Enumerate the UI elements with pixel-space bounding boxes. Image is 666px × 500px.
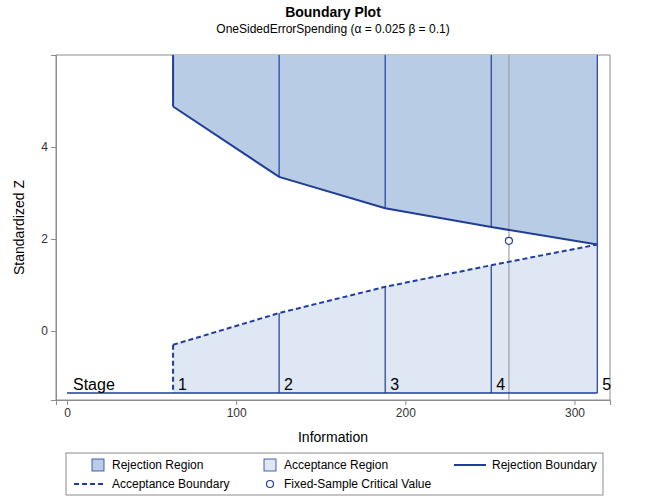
stage-number: 5 <box>602 376 611 393</box>
stage-baseline <box>67 392 597 394</box>
tick: 200 <box>396 400 416 420</box>
legend-marker <box>267 481 274 488</box>
stage-label: Stage <box>73 376 115 393</box>
tick-label: 300 <box>565 406 585 420</box>
legend-label: Rejection Boundary <box>492 458 597 472</box>
legend-line <box>74 483 106 485</box>
tick-mark <box>236 400 237 405</box>
tick: 100 <box>227 400 247 420</box>
legend-label: Acceptance Boundary <box>112 477 229 491</box>
legend-label: Fixed-Sample Critical Value <box>284 477 431 491</box>
tick-label: 4 <box>41 140 48 154</box>
stage-line-lower <box>385 287 386 393</box>
legend-swatch <box>92 459 104 471</box>
plot-area <box>67 55 597 400</box>
legend-label: Acceptance Region <box>284 458 388 472</box>
tick-label: 0 <box>41 324 48 338</box>
subtitle: OneSidedErrorSpending (α = 0.025 β = 0.1… <box>216 22 449 36</box>
y-axis: 0 2 4 <box>41 56 56 401</box>
stage-line-lower <box>279 313 280 393</box>
stage-number: 1 <box>178 376 187 393</box>
legend: Rejection Region Acceptance Region Rejecti… <box>66 453 603 495</box>
axis-line <box>51 56 57 401</box>
axis-line <box>57 401 611 406</box>
plot-frame <box>56 55 610 400</box>
tick-label: 200 <box>396 406 416 420</box>
fixed-sample-reference-line <box>508 55 509 400</box>
stage-number: 2 <box>284 376 293 393</box>
y-axis-title: Standardized Z <box>11 180 27 275</box>
stage-line-upper <box>597 55 598 245</box>
stage-line-upper <box>385 55 386 208</box>
title: Boundary Plot <box>285 4 381 20</box>
tick-mark <box>574 400 575 405</box>
tick-mark <box>51 147 56 148</box>
stage-number: 3 <box>390 376 399 393</box>
stage-number: 4 <box>496 376 505 393</box>
stage-line-upper <box>491 55 492 227</box>
stage-line-lower <box>597 245 598 393</box>
x-axis: 0 100 200 300 <box>57 400 611 420</box>
tick-label: 0 <box>64 406 71 420</box>
chart: Boundary Plot OneSidedErrorSpending (α = … <box>0 0 666 500</box>
fixed-sample-point <box>505 237 512 244</box>
tick: 2 <box>41 232 56 246</box>
tick-mark <box>67 400 68 405</box>
boundary-line <box>173 107 597 245</box>
tick-mark <box>51 331 56 332</box>
tick-mark <box>51 239 56 240</box>
stage-line-upper <box>172 55 174 107</box>
legend-line <box>454 464 486 466</box>
tick: 0 <box>64 400 71 420</box>
x-axis-title: Information <box>298 429 368 445</box>
tick: 0 <box>41 324 56 338</box>
tick-label: 100 <box>227 406 247 420</box>
tick-mark <box>405 400 406 405</box>
boundary-line <box>173 245 597 345</box>
legend-frame <box>66 453 603 495</box>
rejection-region <box>173 55 597 245</box>
legend-swatch <box>264 459 276 471</box>
stage-line-upper <box>279 55 280 177</box>
tick: 300 <box>565 400 585 420</box>
acceptance-region <box>173 245 597 393</box>
tick: 4 <box>41 140 56 154</box>
stage-line-lower <box>172 345 174 393</box>
legend-label: Rejection Region <box>112 458 203 472</box>
stage-line-lower <box>491 265 492 393</box>
tick-label: 2 <box>41 232 48 246</box>
